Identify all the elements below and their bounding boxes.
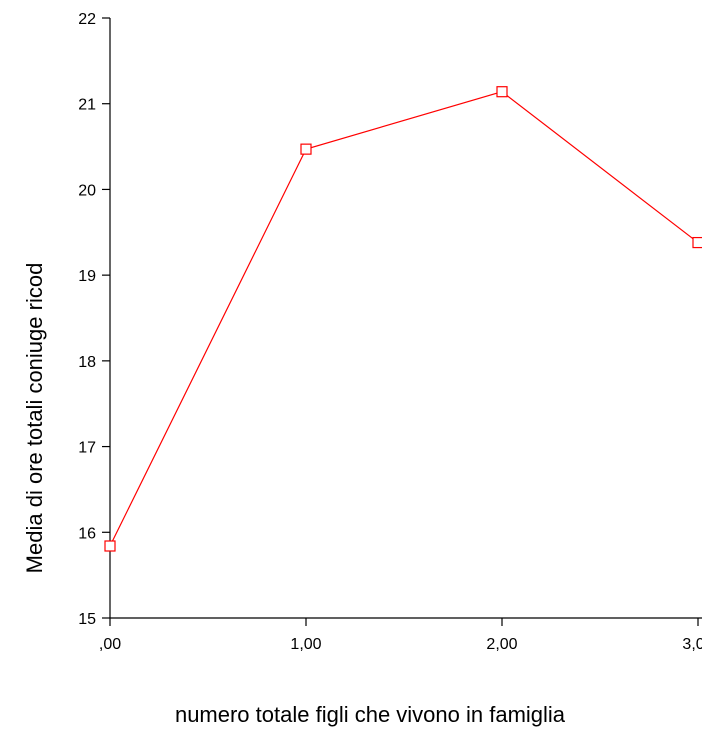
x-axis-label: numero totale figli che vivono in famigl… <box>175 702 566 727</box>
y-tick-label: 15 <box>78 611 96 628</box>
series-line <box>109 91 699 547</box>
data-point-marker <box>692 236 702 249</box>
y-tick-label: 16 <box>78 525 96 542</box>
y-tick-label: 17 <box>78 440 96 457</box>
y-tick-label: 20 <box>78 182 96 199</box>
x-tick-label: 3,00 <box>682 636 702 653</box>
data-point-marker <box>104 540 116 552</box>
data-point-marker <box>496 86 508 98</box>
y-axis-label: Media di ore totali coniuge ricod <box>22 263 47 574</box>
data-point-marker <box>300 143 312 155</box>
y-tick-label: 19 <box>78 268 96 285</box>
x-tick-label: 2,00 <box>486 636 517 653</box>
y-tick-label: 21 <box>78 97 96 114</box>
x-tick-label: 1,00 <box>290 636 321 653</box>
x-tick-label: ,00 <box>99 636 121 653</box>
y-tick-label: 18 <box>78 354 96 371</box>
y-tick-label: 22 <box>78 11 96 28</box>
plot-area: 15 16 17 18 19 20 21 22 ,00 1,00 2,00 3,00 <box>78 11 702 653</box>
